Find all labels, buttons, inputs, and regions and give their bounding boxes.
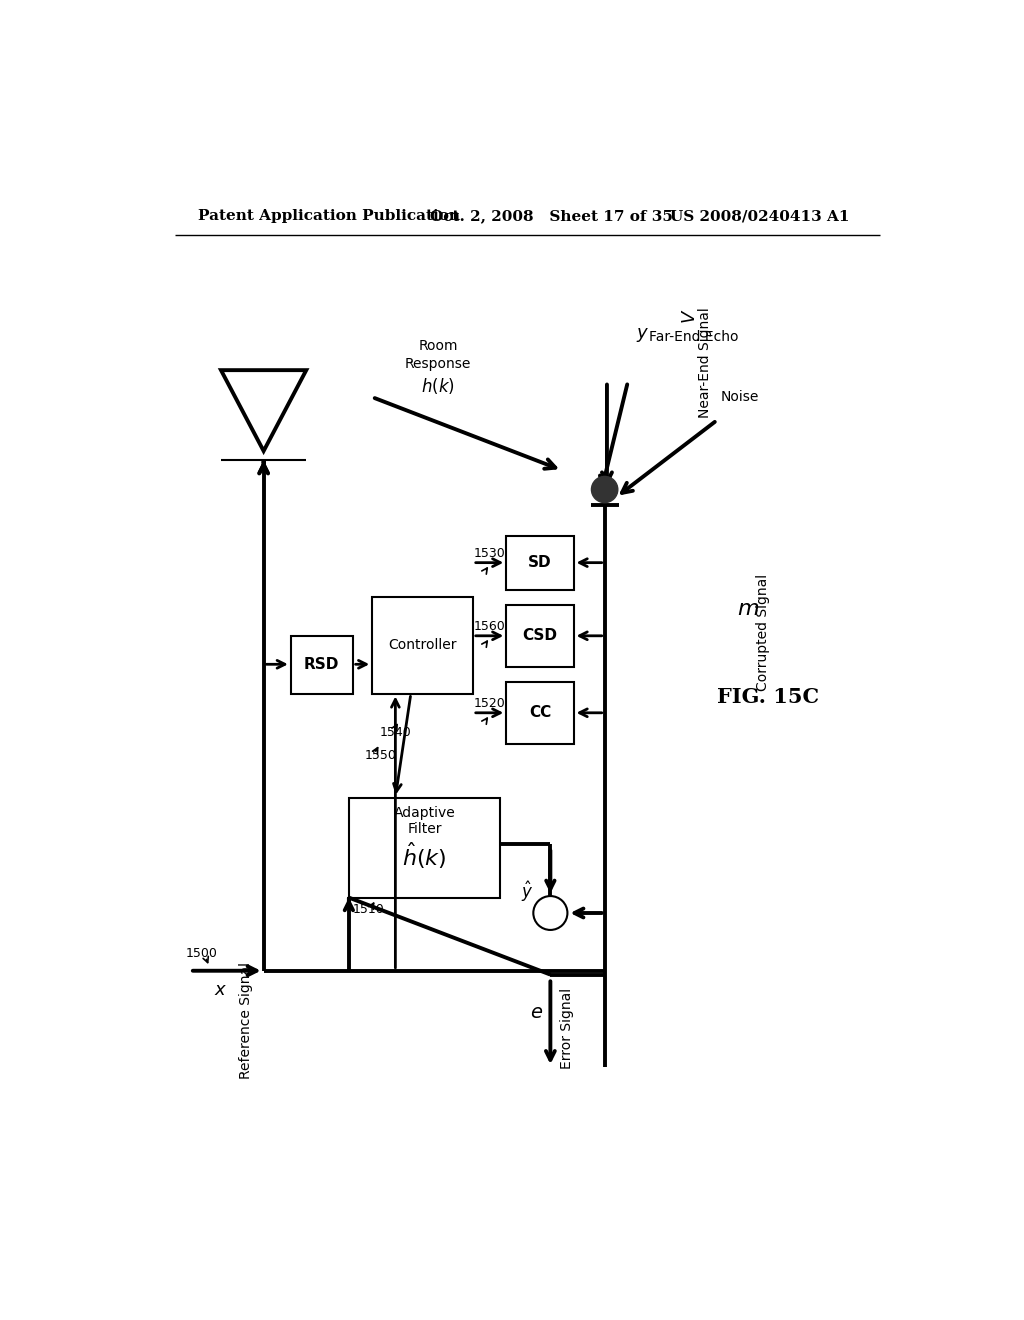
Text: 1550: 1550 [365,748,396,762]
Text: US 2008/0240413 A1: US 2008/0240413 A1 [671,209,850,223]
Text: $e$: $e$ [529,1005,543,1022]
Text: $\hat{h}(k)$: $\hat{h}(k)$ [402,840,446,871]
Text: Near-End Signal: Near-End Signal [698,308,713,418]
Text: $x$: $x$ [214,981,227,999]
Text: 1520: 1520 [474,697,506,710]
Text: −: − [543,911,558,928]
Text: 1540: 1540 [380,726,412,739]
Bar [291,636,352,693]
Circle shape [534,896,567,929]
Text: $\hat{y}$: $\hat{y}$ [521,879,534,904]
Text: Far-End Echo: Far-End Echo [649,330,738,345]
Bar [506,536,573,590]
Text: RSD: RSD [304,657,339,672]
Text: 1530: 1530 [474,546,506,560]
Text: $V$: $V$ [681,309,698,323]
Text: Noise: Noise [721,391,759,404]
Bar [506,682,573,743]
Text: Adaptive
Filter: Adaptive Filter [393,805,456,836]
Text: Patent Application Publication: Patent Application Publication [198,209,460,223]
Text: +: + [543,898,558,916]
Text: 1500: 1500 [186,948,218,961]
Bar [372,597,473,693]
Text: Controller: Controller [388,639,457,652]
Text: $h(k)$: $h(k)$ [421,376,455,396]
Text: 1510: 1510 [352,903,384,916]
Circle shape [592,477,617,503]
Text: $m$: $m$ [737,598,759,620]
Text: Oct. 2, 2008   Sheet 17 of 35: Oct. 2, 2008 Sheet 17 of 35 [430,209,673,223]
Text: 1560: 1560 [474,620,506,634]
Bar [506,605,573,667]
Text: Reference Signal: Reference Signal [239,962,253,1080]
Text: SD: SD [528,556,552,570]
Bar [349,797,500,898]
Text: Room
Response: Room Response [404,338,471,371]
Text: FIG. 15C: FIG. 15C [717,688,819,708]
Text: $y$: $y$ [636,326,649,345]
Text: CC: CC [528,705,551,721]
Text: CSD: CSD [522,628,557,643]
Text: Corrupted Signal: Corrupted Signal [757,573,770,690]
Text: Error Signal: Error Signal [560,987,574,1069]
